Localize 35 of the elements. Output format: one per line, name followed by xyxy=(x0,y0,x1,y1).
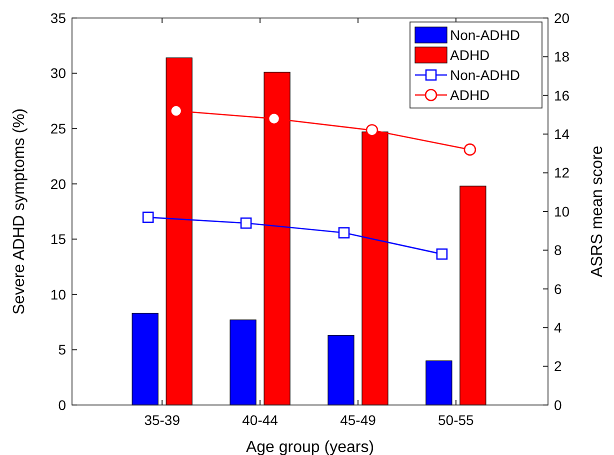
legend-label: ADHD xyxy=(450,46,490,63)
y-tick-label: 35 xyxy=(50,10,66,26)
y2-tick-label: 2 xyxy=(554,358,562,374)
bar xyxy=(230,320,256,406)
legend-label: Non-ADHD xyxy=(450,26,520,43)
x-tick-label: 50-55 xyxy=(438,412,474,428)
y2-tick-label: 18 xyxy=(554,48,570,65)
y2-tick-label: 20 xyxy=(554,10,570,26)
bar xyxy=(426,360,452,406)
y2-tick-label: 12 xyxy=(554,164,570,181)
y2-tick-label: 14 xyxy=(554,126,570,142)
y-tick-label: 10 xyxy=(50,286,66,302)
legend-label: ADHD xyxy=(450,86,490,103)
bar xyxy=(328,335,354,406)
x-axis-title: Age group (years) xyxy=(246,439,374,455)
x-tick-label: 35-39 xyxy=(144,412,180,428)
y2-tick-label: 8 xyxy=(554,242,562,258)
legend-label: Non-ADHD xyxy=(450,66,520,83)
y2-tick-label: 16 xyxy=(554,87,570,104)
y2-tick-label: 6 xyxy=(554,280,562,297)
y-tick-label: 25 xyxy=(50,120,66,136)
y-tick-label: 15 xyxy=(50,231,66,248)
y-tick-label: 30 xyxy=(50,65,66,82)
y-tick-label: 20 xyxy=(50,176,66,192)
x-tick-label: 40-44 xyxy=(242,412,278,428)
y-tick-label: 5 xyxy=(58,342,66,358)
bar xyxy=(132,312,158,406)
y2-tick-label: 10 xyxy=(554,203,570,220)
y-tick-label: 0 xyxy=(58,396,66,413)
y2-axis-title: ASRS mean score xyxy=(589,146,606,278)
y2-tick-label: 0 xyxy=(554,396,562,413)
bar xyxy=(460,186,486,406)
x-tick-label: 45-49 xyxy=(340,412,376,428)
y-axis-title: Severe ADHD symptoms (%) xyxy=(11,108,28,315)
y2-tick-label: 4 xyxy=(554,320,562,336)
